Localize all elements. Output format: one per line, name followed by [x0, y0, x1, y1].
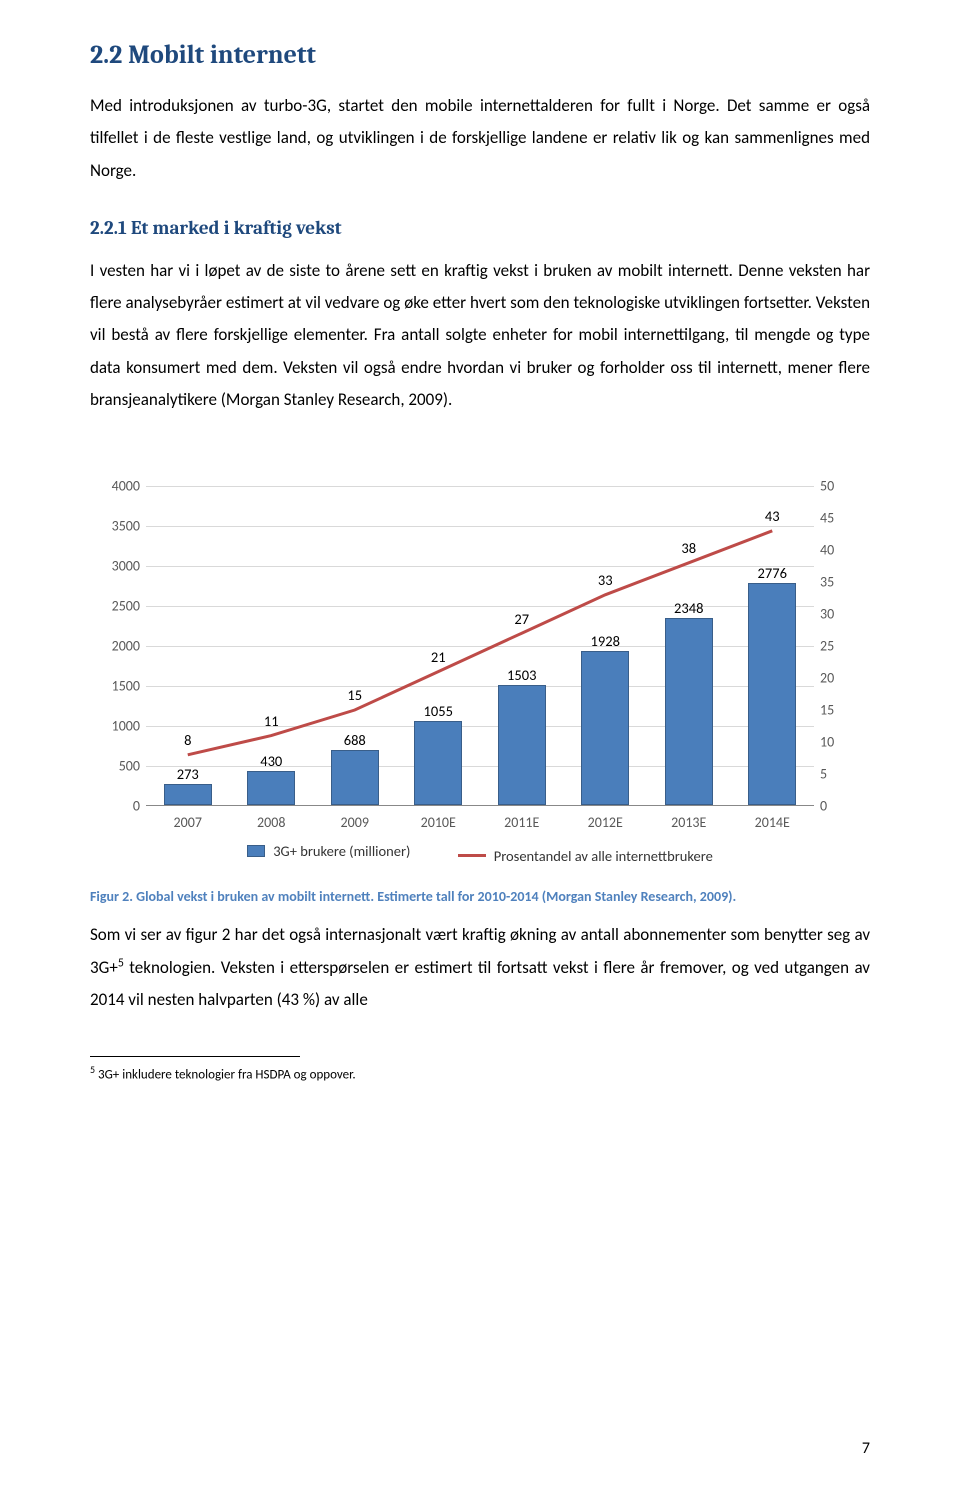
legend-swatch-bar [247, 845, 265, 857]
y2-tick-label: 5 [820, 766, 860, 783]
bar-value-label: 273 [177, 765, 199, 783]
y1-tick-label: 4000 [94, 478, 140, 495]
bar-value-label: 1503 [507, 666, 536, 684]
footnote: 5 3G+ inkludere teknologier fra HSDPA og… [90, 1063, 870, 1085]
subsection-heading: 2.2.1 Et marked i kraftig vekst [90, 217, 870, 239]
paragraph-3b: teknologien. Veksten i etterspørselen er… [90, 957, 870, 1010]
page-number: 7 [862, 1439, 870, 1458]
bar-value-label: 2776 [758, 564, 787, 582]
chart-container: 3G+ brukere (millioner) Prosentandel av … [90, 476, 870, 866]
chart-legend: 3G+ brukere (millioner) Prosentandel av … [90, 842, 870, 865]
paragraph-1: Med introduksjonen av turbo-3G, startet … [90, 90, 870, 187]
y2-tick-label: 0 [820, 798, 860, 815]
legend-label-line: Prosentandel av alle internettbrukere [494, 847, 713, 865]
x-tick-label: 2010E [421, 814, 456, 831]
plot-area [146, 486, 814, 806]
footnote-separator [90, 1056, 300, 1057]
legend-swatch-line [458, 854, 486, 857]
paragraph-2: I vesten har vi i løpet av de siste to å… [90, 255, 870, 416]
figure-caption: Figur 2. Global vekst i bruken av mobilt… [90, 888, 870, 905]
bar-value-label: 430 [260, 752, 282, 770]
y2-tick-label: 35 [820, 574, 860, 591]
x-tick-label: 2014E [755, 814, 790, 831]
y2-tick-label: 10 [820, 734, 860, 751]
line-value-label: 38 [681, 539, 696, 557]
line-value-label: 8 [184, 731, 191, 749]
x-tick-label: 2007 [174, 814, 202, 831]
x-tick-label: 2011E [504, 814, 539, 831]
y1-tick-label: 1500 [94, 678, 140, 695]
y1-tick-label: 500 [94, 758, 140, 775]
y2-tick-label: 15 [820, 702, 860, 719]
line-value-label: 33 [598, 571, 613, 589]
legend-label-bars: 3G+ brukere (millioner) [273, 842, 410, 860]
trend-line [146, 486, 814, 806]
y2-tick-label: 40 [820, 542, 860, 559]
line-value-label: 27 [514, 610, 529, 628]
y1-tick-label: 3000 [94, 558, 140, 575]
y2-tick-label: 50 [820, 478, 860, 495]
combo-chart: 3G+ brukere (millioner) Prosentandel av … [90, 476, 870, 866]
line-value-label: 43 [765, 507, 780, 525]
bar-value-label: 2348 [674, 599, 703, 617]
y1-tick-label: 2500 [94, 598, 140, 615]
legend-item-line: Prosentandel av alle internettbrukere [458, 847, 713, 865]
footnote-text: 3G+ inkludere teknologier fra HSDPA og o… [95, 1068, 356, 1083]
x-tick-label: 2009 [341, 814, 369, 831]
y2-tick-label: 25 [820, 638, 860, 655]
bar-value-label: 1928 [591, 632, 620, 650]
y2-tick-label: 45 [820, 510, 860, 527]
y2-tick-label: 20 [820, 670, 860, 687]
y1-tick-label: 1000 [94, 718, 140, 735]
section-heading: 2.2 Mobilt internett [90, 40, 870, 70]
bar-value-label: 688 [344, 731, 366, 749]
y2-tick-label: 30 [820, 606, 860, 623]
paragraph-3: Som vi ser av figur 2 har det også inter… [90, 919, 870, 1016]
line-value-label: 21 [431, 648, 446, 666]
x-tick-label: 2008 [257, 814, 285, 831]
y1-tick-label: 0 [94, 798, 140, 815]
legend-item-bars: 3G+ brukere (millioner) [247, 842, 410, 860]
bar-value-label: 1055 [424, 702, 453, 720]
line-value-label: 11 [264, 712, 279, 730]
x-tick-label: 2013E [671, 814, 706, 831]
line-value-label: 15 [347, 686, 362, 704]
y1-tick-label: 3500 [94, 518, 140, 535]
y1-tick-label: 2000 [94, 638, 140, 655]
x-tick-label: 2012E [588, 814, 623, 831]
